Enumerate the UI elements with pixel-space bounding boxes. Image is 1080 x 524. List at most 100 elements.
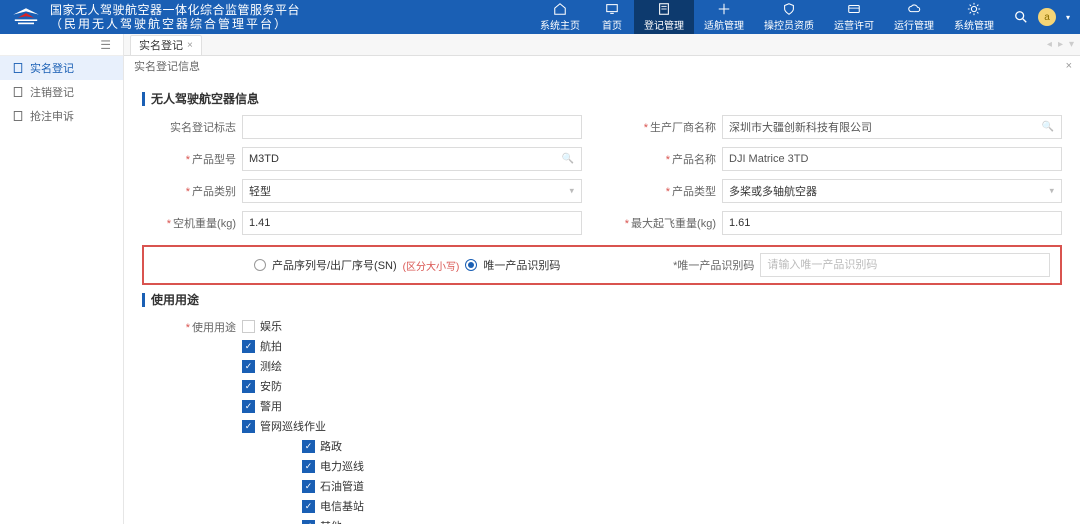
nav-item-6[interactable]: 运行管理 [884, 0, 944, 34]
label-prod-name: 产品名称 [672, 154, 716, 166]
app-title-sub: （民用无人驾驶航空器综合管理平台） [50, 17, 300, 31]
nav-label: 系统主页 [540, 17, 580, 32]
user-menu-chevron[interactable]: ▾ [1066, 13, 1070, 22]
sidebar-label: 实名登记 [30, 60, 74, 76]
nav-label: 操控员资质 [764, 17, 814, 32]
tab-more-icon[interactable]: ▾ [1069, 39, 1074, 50]
checkbox-label: 电信基站 [320, 498, 364, 514]
input-empty-weight[interactable] [242, 211, 582, 235]
checkbox-label: 路政 [320, 438, 342, 454]
nav-item-2[interactable]: 登记管理 [634, 0, 694, 34]
home-icon [553, 2, 567, 16]
row-reg-mark: 实名登记标志 [142, 115, 582, 139]
checkbox-label: 石油管道 [320, 478, 364, 494]
input-unique-id[interactable] [760, 253, 1050, 277]
input-model[interactable] [242, 147, 582, 171]
row-max-weight: *最大起飞重量(kg) [622, 211, 1062, 235]
checkbox-label: 其他 [320, 518, 342, 524]
label-mfr-name: 生产厂商名称 [650, 122, 716, 134]
section-title-usage: 使用用途 [142, 291, 1062, 308]
sidebar-label: 注销登记 [30, 84, 74, 100]
usage-row-1: 航拍 [242, 336, 364, 356]
radio-unique-id[interactable] [465, 259, 477, 271]
card-icon [847, 2, 861, 16]
nav-label: 登记管理 [644, 17, 684, 32]
checkbox-usage-0[interactable] [242, 320, 255, 333]
checkbox-usage-10[interactable] [302, 520, 315, 524]
nav-label: 适航管理 [704, 17, 744, 32]
nav-label: 首页 [602, 17, 622, 32]
usage-row-6: 路政 [302, 436, 364, 456]
nav-item-1[interactable]: 首页 [590, 0, 634, 34]
breadcrumb-bar: 实名登记信息 × [124, 56, 1080, 76]
usage-row-2: 测绘 [242, 356, 364, 376]
checkbox-usage-5[interactable] [242, 420, 255, 433]
usage-row-7: 电力巡线 [302, 456, 364, 476]
checkbox-usage-4[interactable] [242, 400, 255, 413]
checkbox-label: 娱乐 [260, 318, 282, 334]
cloud-icon [907, 2, 921, 16]
checkbox-label: 安防 [260, 378, 282, 394]
tab-next-icon[interactable]: ▸ [1058, 39, 1063, 50]
usage-row-8: 石油管道 [302, 476, 364, 496]
checkbox-usage-6[interactable] [302, 440, 315, 453]
usage-row-3: 安防 [242, 376, 364, 396]
panel-close-icon[interactable]: × [1066, 60, 1072, 72]
section-aircraft-info: 无人驾驶航空器信息 实名登记标志 *生产厂商名称 *产品型号 [142, 90, 1062, 285]
monitor-icon [605, 2, 619, 16]
tab-prev-icon[interactable]: ◂ [1047, 39, 1052, 50]
input-mfr-name[interactable] [722, 115, 1062, 139]
nav-label: 运营许可 [834, 17, 874, 32]
select-type[interactable] [722, 179, 1062, 203]
nav-item-3[interactable]: 适航管理 [694, 0, 754, 34]
doc-icon [12, 62, 24, 74]
radio-unique-id-label: 唯一产品识别码 [483, 257, 560, 273]
app-header: 国家无人驾驶航空器一体化综合监管服务平台 （民用无人驾驶航空器综合管理平台） 系… [0, 0, 1080, 34]
section-usage: 使用用途 *使用用途 娱乐航拍测绘安防警用管网巡线作业路政电力巡线石油管道电信基… [142, 291, 1062, 524]
label-category: 产品类别 [192, 186, 236, 198]
tab-nav-buttons: ◂ ▸ ▾ [1047, 39, 1074, 50]
checkbox-usage-2[interactable] [242, 360, 255, 373]
sidebar-item-2[interactable]: 抢注申诉 [0, 104, 123, 128]
nav-item-0[interactable]: 系统主页 [530, 0, 590, 34]
row-type: *产品类型 [622, 179, 1062, 203]
input-prod-name[interactable] [722, 147, 1062, 171]
search-icon[interactable] [1014, 10, 1028, 24]
radio-serial-sn[interactable] [254, 259, 266, 271]
sidebar: ☰ 实名登记注销登记抢注申诉 [0, 34, 124, 524]
register-icon [657, 2, 671, 16]
label-max-weight: 最大起飞重量(kg) [631, 218, 716, 230]
nav-item-7[interactable]: 系统管理 [944, 0, 1004, 34]
checkbox-usage-7[interactable] [302, 460, 315, 473]
input-max-weight[interactable] [722, 211, 1062, 235]
doc-icon [12, 110, 24, 122]
nav-item-4[interactable]: 操控员资质 [754, 0, 824, 34]
tab-close-icon[interactable]: × [187, 40, 193, 51]
checkbox-label: 警用 [260, 398, 282, 414]
usage-row-10: 其他 [302, 516, 364, 524]
checkbox-usage-9[interactable] [302, 500, 315, 513]
logo-area: 国家无人驾驶航空器一体化综合监管服务平台 （民用无人驾驶航空器综合管理平台） [0, 3, 300, 32]
sidebar-item-0[interactable]: 实名登记 [0, 56, 123, 80]
row-mfr-name: *生产厂商名称 [622, 115, 1062, 139]
label-type: 产品类型 [672, 186, 716, 198]
nav-label: 运行管理 [894, 17, 934, 32]
row-model: *产品型号 [142, 147, 582, 171]
breadcrumb-text: 实名登记信息 [134, 58, 200, 74]
checkbox-usage-3[interactable] [242, 380, 255, 393]
tab-realname[interactable]: 实名登记 × [130, 35, 202, 55]
checkbox-usage-1[interactable] [242, 340, 255, 353]
gear-icon [967, 2, 981, 16]
select-category[interactable] [242, 179, 582, 203]
row-empty-weight: *空机重量(kg) [142, 211, 582, 235]
checkbox-usage-8[interactable] [302, 480, 315, 493]
label-model: 产品型号 [192, 154, 236, 166]
sidebar-collapse-icon[interactable]: ☰ [0, 34, 123, 56]
doc-icon [12, 86, 24, 98]
nav-item-5[interactable]: 运营许可 [824, 0, 884, 34]
row-category: *产品类别 [142, 179, 582, 203]
label-empty-weight: 空机重量(kg) [173, 218, 236, 230]
user-avatar[interactable]: a [1038, 8, 1056, 26]
sidebar-item-1[interactable]: 注销登记 [0, 80, 123, 104]
input-reg-mark[interactable] [242, 115, 582, 139]
